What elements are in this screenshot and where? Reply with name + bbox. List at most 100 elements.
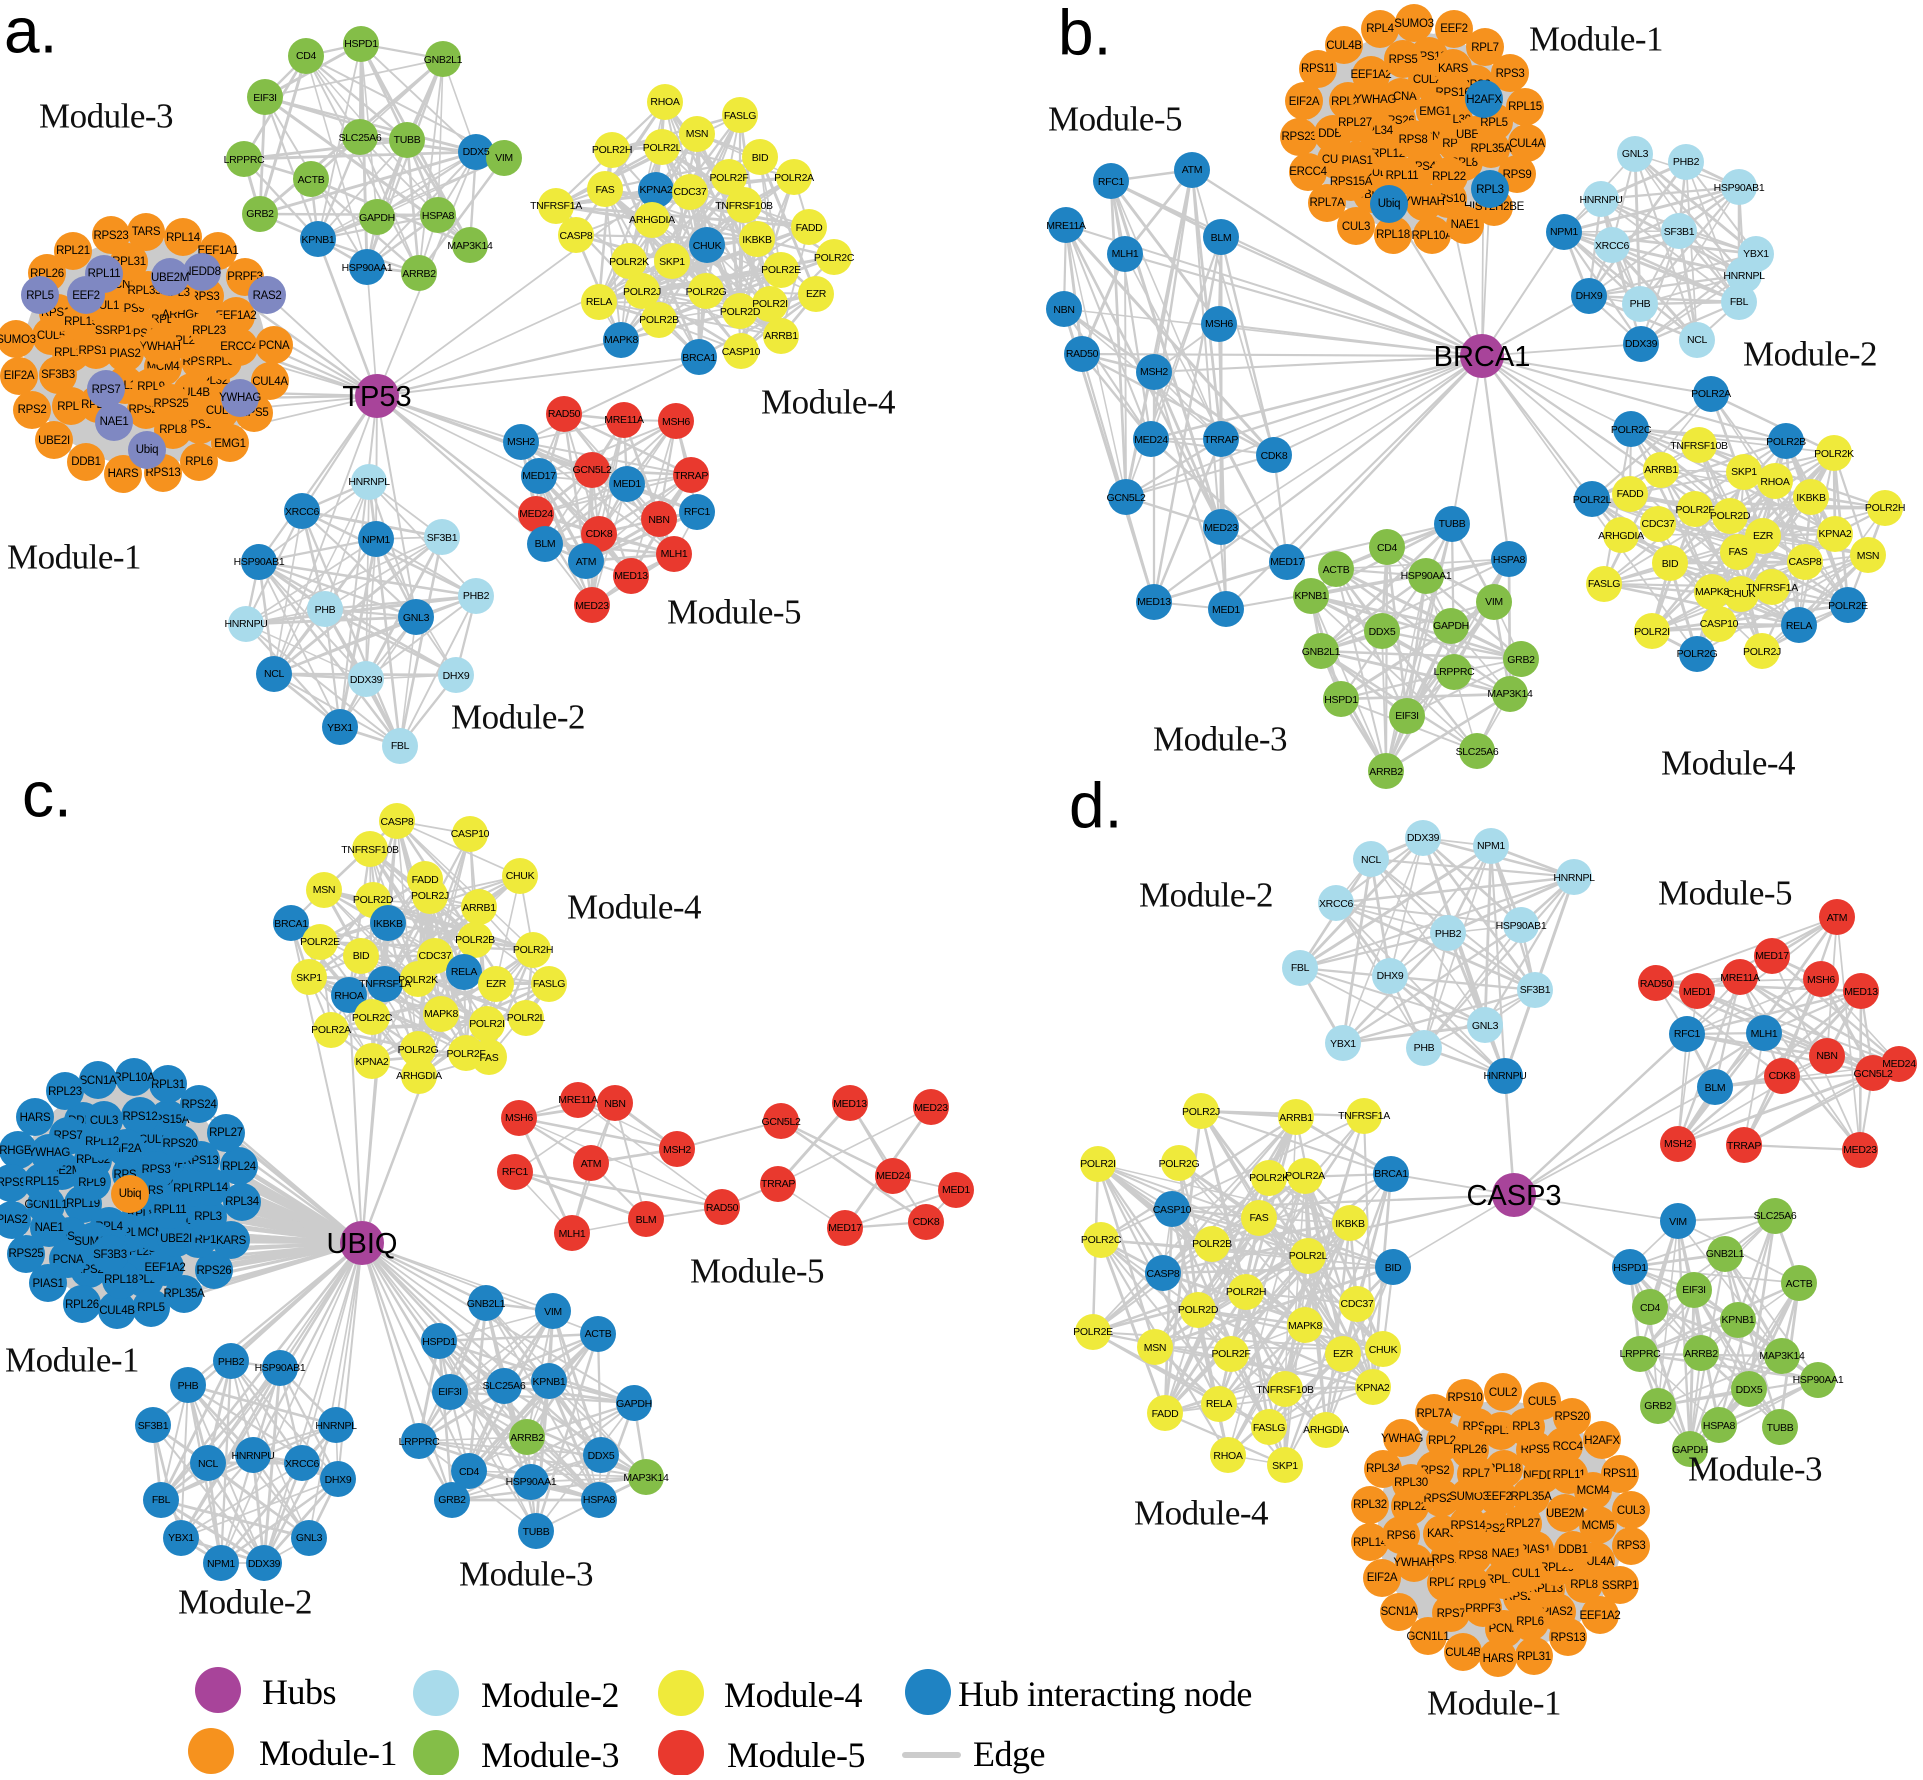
svg-text:MCM4: MCM4 <box>1577 1485 1611 1497</box>
svg-text:NAE1: NAE1 <box>1492 1548 1521 1560</box>
svg-text:IKBKB: IKBKB <box>1796 492 1826 504</box>
svg-text:HSPA8: HSPA8 <box>1493 554 1526 566</box>
svg-text:Ubiq: Ubiq <box>136 444 158 456</box>
svg-text:FADD: FADD <box>796 222 824 234</box>
svg-text:ATM: ATM <box>576 556 597 568</box>
svg-text:PHB: PHB <box>315 604 336 616</box>
svg-text:RPL12: RPL12 <box>1371 148 1405 160</box>
svg-text:POLR2E: POLR2E <box>300 936 340 948</box>
svg-text:ERCC4: ERCC4 <box>220 341 258 353</box>
svg-text:ACTB: ACTB <box>298 174 325 186</box>
svg-text:MAP3K14: MAP3K14 <box>447 240 493 252</box>
svg-text:PIAS2: PIAS2 <box>0 1214 28 1226</box>
svg-text:RPS26: RPS26 <box>197 1265 232 1277</box>
svg-text:GCN5L2: GCN5L2 <box>572 464 612 476</box>
svg-text:KPNA2: KPNA2 <box>640 184 673 196</box>
svg-text:MRE11A: MRE11A <box>558 1094 598 1106</box>
svg-text:FBL: FBL <box>152 1494 171 1506</box>
svg-text:HNRNPU: HNRNPU <box>224 618 267 630</box>
svg-text:RPL3: RPL3 <box>1476 184 1504 196</box>
svg-text:YBX1: YBX1 <box>327 722 353 734</box>
svg-text:MED23: MED23 <box>914 1102 948 1114</box>
svg-text:BLM: BLM <box>636 1214 657 1226</box>
svg-text:EIF3I: EIF3I <box>1395 710 1419 722</box>
svg-text:GCN1L1: GCN1L1 <box>25 1199 68 1211</box>
svg-text:KARS: KARS <box>1438 63 1469 75</box>
svg-text:VIM: VIM <box>544 1306 562 1318</box>
svg-text:RPL34: RPL34 <box>225 1196 260 1208</box>
svg-text:POLR2F: POLR2F <box>709 172 748 184</box>
svg-text:RHOA: RHOA <box>650 96 679 108</box>
svg-text:NPM1: NPM1 <box>1550 226 1578 238</box>
svg-text:HNRNPU: HNRNPU <box>231 1450 274 1462</box>
svg-text:GNL3: GNL3 <box>296 1532 323 1544</box>
svg-text:EIF2A: EIF2A <box>1289 96 1320 108</box>
svg-text:TNFRSF1A: TNFRSF1A <box>359 978 411 990</box>
svg-text:ARHGDIA: ARHGDIA <box>396 1070 442 1082</box>
svg-text:YBX1: YBX1 <box>168 1532 194 1544</box>
svg-text:MRE11A: MRE11A <box>1720 972 1760 984</box>
svg-text:RPS13: RPS13 <box>146 467 181 479</box>
svg-text:ARHGDIA: ARHGDIA <box>1598 530 1644 542</box>
svg-text:MSN: MSN <box>1144 1342 1166 1354</box>
svg-text:RPS3: RPS3 <box>1496 68 1525 80</box>
svg-text:CASP8: CASP8 <box>381 816 414 828</box>
svg-text:HSP90AA1: HSP90AA1 <box>506 1476 557 1488</box>
svg-text:TRRAP: TRRAP <box>674 470 708 482</box>
svg-text:TNFRSF10B: TNFRSF10B <box>1256 1384 1314 1396</box>
svg-text:CUL4B: CUL4B <box>99 1305 135 1317</box>
svg-text:RPL10A: RPL10A <box>1411 230 1453 242</box>
svg-text:Module-3: Module-3 <box>1153 720 1287 759</box>
svg-text:CUL1: CUL1 <box>1512 1568 1540 1580</box>
svg-text:CDC37: CDC37 <box>674 186 707 198</box>
svg-text:BID: BID <box>1662 558 1679 570</box>
svg-text:Ubiq: Ubiq <box>1378 198 1400 210</box>
svg-text:RPL14: RPL14 <box>194 1182 229 1194</box>
svg-text:CD4: CD4 <box>296 50 317 62</box>
svg-text:KPNA2: KPNA2 <box>356 1056 389 1068</box>
svg-text:ARRB2: ARRB2 <box>510 1432 544 1444</box>
svg-text:RPL21: RPL21 <box>56 245 90 257</box>
svg-text:HSPA8: HSPA8 <box>583 1494 616 1506</box>
svg-text:RPL7: RPL7 <box>1471 42 1499 54</box>
svg-text:RPL9: RPL9 <box>78 1177 106 1189</box>
svg-text:SSRP1: SSRP1 <box>95 325 131 337</box>
svg-text:SLC25A6: SLC25A6 <box>1754 1210 1797 1222</box>
svg-text:RPL22: RPL22 <box>1393 1501 1427 1513</box>
svg-text:ARRB1: ARRB1 <box>462 902 496 914</box>
svg-text:POLR2F: POLR2F <box>1211 1348 1250 1360</box>
svg-text:HNRNPU: HNRNPU <box>1579 194 1622 206</box>
svg-text:RPS12: RPS12 <box>123 1111 158 1123</box>
svg-text:ARHGDIA: ARHGDIA <box>629 214 675 226</box>
svg-text:RPS25: RPS25 <box>154 398 189 410</box>
svg-text:ARHGDIA: ARHGDIA <box>1303 1424 1349 1436</box>
svg-text:CD4: CD4 <box>1640 1302 1661 1314</box>
svg-text:TNFRSF1A: TNFRSF1A <box>1746 582 1798 594</box>
svg-text:POLR2I: POLR2I <box>469 1018 505 1030</box>
svg-text:ARRB1: ARRB1 <box>1644 464 1678 476</box>
svg-text:CHUK: CHUK <box>1727 588 1756 600</box>
svg-text:RPL14: RPL14 <box>1353 1537 1388 1549</box>
svg-text:PIAS1: PIAS1 <box>32 1278 63 1290</box>
svg-text:POLR2B: POLR2B <box>639 314 679 326</box>
svg-text:MSH2: MSH2 <box>1664 1138 1692 1150</box>
svg-text:DHX9: DHX9 <box>325 1474 352 1486</box>
svg-text:POLR2H: POLR2H <box>1226 1286 1266 1298</box>
svg-text:BID: BID <box>353 950 370 962</box>
svg-text:MED23: MED23 <box>1204 522 1238 534</box>
svg-text:CHUK: CHUK <box>693 240 722 252</box>
svg-text:MAPK8: MAPK8 <box>1288 1320 1323 1332</box>
svg-text:CD4: CD4 <box>459 1466 480 1478</box>
svg-text:RPL18: RPL18 <box>104 1274 138 1286</box>
svg-text:FBL: FBL <box>1291 962 1310 974</box>
svg-text:RPL4: RPL4 <box>1366 23 1394 35</box>
svg-text:CUL5: CUL5 <box>1528 1396 1556 1408</box>
svg-text:Module-4: Module-4 <box>724 1675 862 1715</box>
svg-text:NBN: NBN <box>1053 304 1074 316</box>
svg-text:Module-5: Module-5 <box>690 1252 824 1291</box>
svg-text:RPL11: RPL11 <box>154 1204 187 1216</box>
svg-text:RFC1: RFC1 <box>1098 176 1125 188</box>
svg-text:RPL3: RPL3 <box>194 1211 222 1223</box>
svg-text:UBE2M: UBE2M <box>151 272 189 284</box>
svg-text:RPL27: RPL27 <box>1506 1518 1540 1530</box>
